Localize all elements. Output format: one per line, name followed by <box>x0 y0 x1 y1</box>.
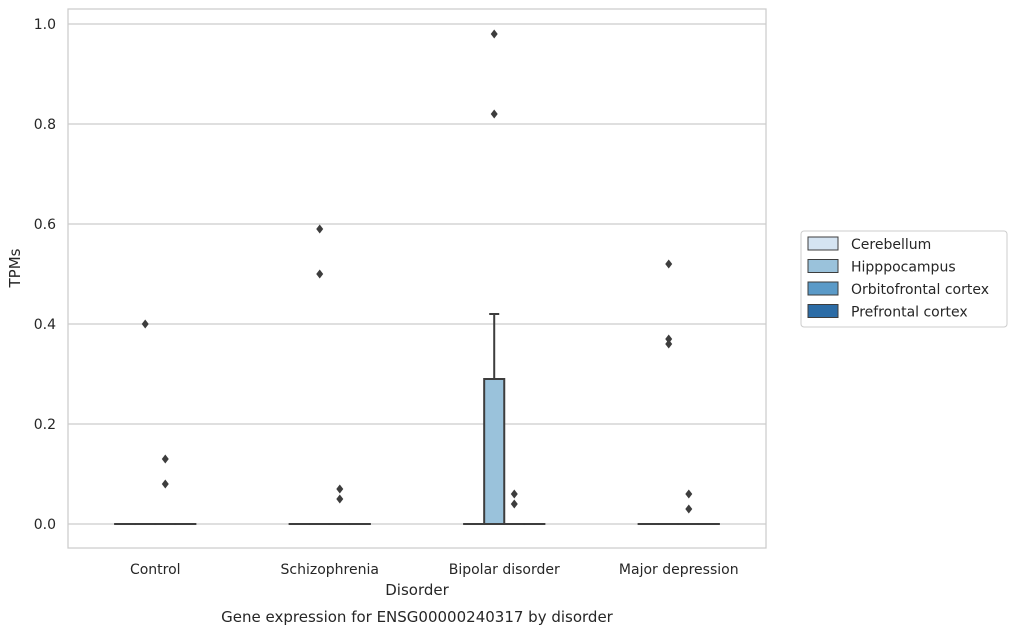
x-tick-label: Major depression <box>619 562 739 578</box>
outlier-point <box>665 259 673 269</box>
y-tick-label: 0.4 <box>34 317 56 333</box>
outliers <box>141 29 693 514</box>
outlier-point <box>336 494 344 504</box>
outlier-point <box>490 29 498 39</box>
y-tick-label: 0.8 <box>34 117 56 133</box>
x-axis-label: Disorder <box>385 581 449 599</box>
outlier-point <box>510 499 518 509</box>
x-tick-label: Control <box>130 562 181 578</box>
outlier-point <box>665 334 673 344</box>
outlier-point <box>685 489 693 499</box>
legend-label: Hipppocampus <box>851 260 956 276</box>
box <box>483 378 506 525</box>
legend-label: Prefrontal cortex <box>851 305 968 321</box>
legend-swatch <box>807 304 839 318</box>
legend: Cerebellum Hipppocampus Orbitofrontal cort… <box>800 230 1008 328</box>
y-tick-label: 1.0 <box>34 17 56 33</box>
legend-label: Orbitofrontal cortex <box>851 282 989 298</box>
y-tick-label: 0.0 <box>34 517 56 533</box>
legend-swatch <box>807 281 839 296</box>
legend-label: Cerebellum <box>851 237 931 253</box>
outlier-point <box>490 109 498 119</box>
chart-caption: Gene expression for ENSG00000240317 by d… <box>221 608 614 626</box>
outlier-point <box>336 484 344 494</box>
outlier-point <box>685 504 693 514</box>
boxes <box>114 313 720 526</box>
legend-swatch <box>807 259 839 273</box>
y-tick-label: 0.6 <box>34 217 56 233</box>
outlier-point <box>141 319 149 329</box>
outlier-point <box>665 339 673 349</box>
outlier-point <box>510 489 518 499</box>
outlier-point <box>161 454 169 464</box>
outlier-point <box>316 224 324 234</box>
outlier-point <box>316 269 324 279</box>
legend-swatch <box>807 236 839 251</box>
legend-frame <box>800 230 1008 328</box>
y-axis-ticks: 0.0 0.2 0.4 0.6 0.8 1.0 <box>34 17 56 533</box>
x-tick-label: Schizophrenia <box>281 562 379 578</box>
y-tick-label: 0.2 <box>34 417 56 433</box>
x-tick-label: Bipolar disorder <box>449 562 560 578</box>
outlier-point <box>161 479 169 489</box>
y-axis-label: TPMs <box>6 248 24 288</box>
plot-area-frame <box>67 8 767 549</box>
x-axis-ticks: Control Schizophrenia Bipolar disorder Majo… <box>130 562 739 578</box>
